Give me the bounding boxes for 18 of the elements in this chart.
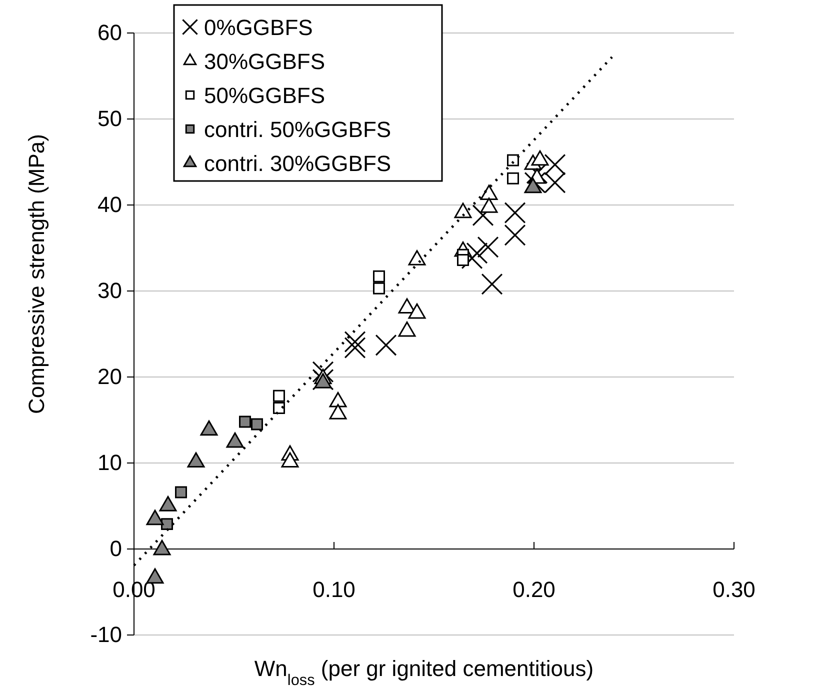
x-axis-title: Wn$_{loss}$ (per gr ignited cementitious) <box>254 656 594 688</box>
legend-label: contri. 30%GGBFS <box>204 151 392 176</box>
legend-label: 50%GGBFS <box>204 83 326 108</box>
y-tick-label: 20 <box>98 364 122 390</box>
x-tick-label: 0.30 <box>712 577 756 602</box>
y-tick-label: 50 <box>98 106 122 132</box>
y-axis-title: Compressive strength (MPa) <box>24 134 49 414</box>
x-tick-label: 0.20 <box>512 577 556 602</box>
y-tick-label: 10 <box>98 450 122 476</box>
y-tick-label: 40 <box>98 192 122 218</box>
y-tick-label: 60 <box>98 20 122 46</box>
legend-label: 0%GGBFS <box>204 15 313 40</box>
y-tick-label: 30 <box>98 278 122 304</box>
x-tick-label: 0.10 <box>312 577 356 602</box>
legend-label: 30%GGBFS <box>204 49 326 74</box>
legend-label: contri. 50%GGBFS <box>204 117 392 142</box>
y-tick-label: 0 <box>110 536 122 562</box>
y-tick-label: -10 <box>90 622 122 648</box>
